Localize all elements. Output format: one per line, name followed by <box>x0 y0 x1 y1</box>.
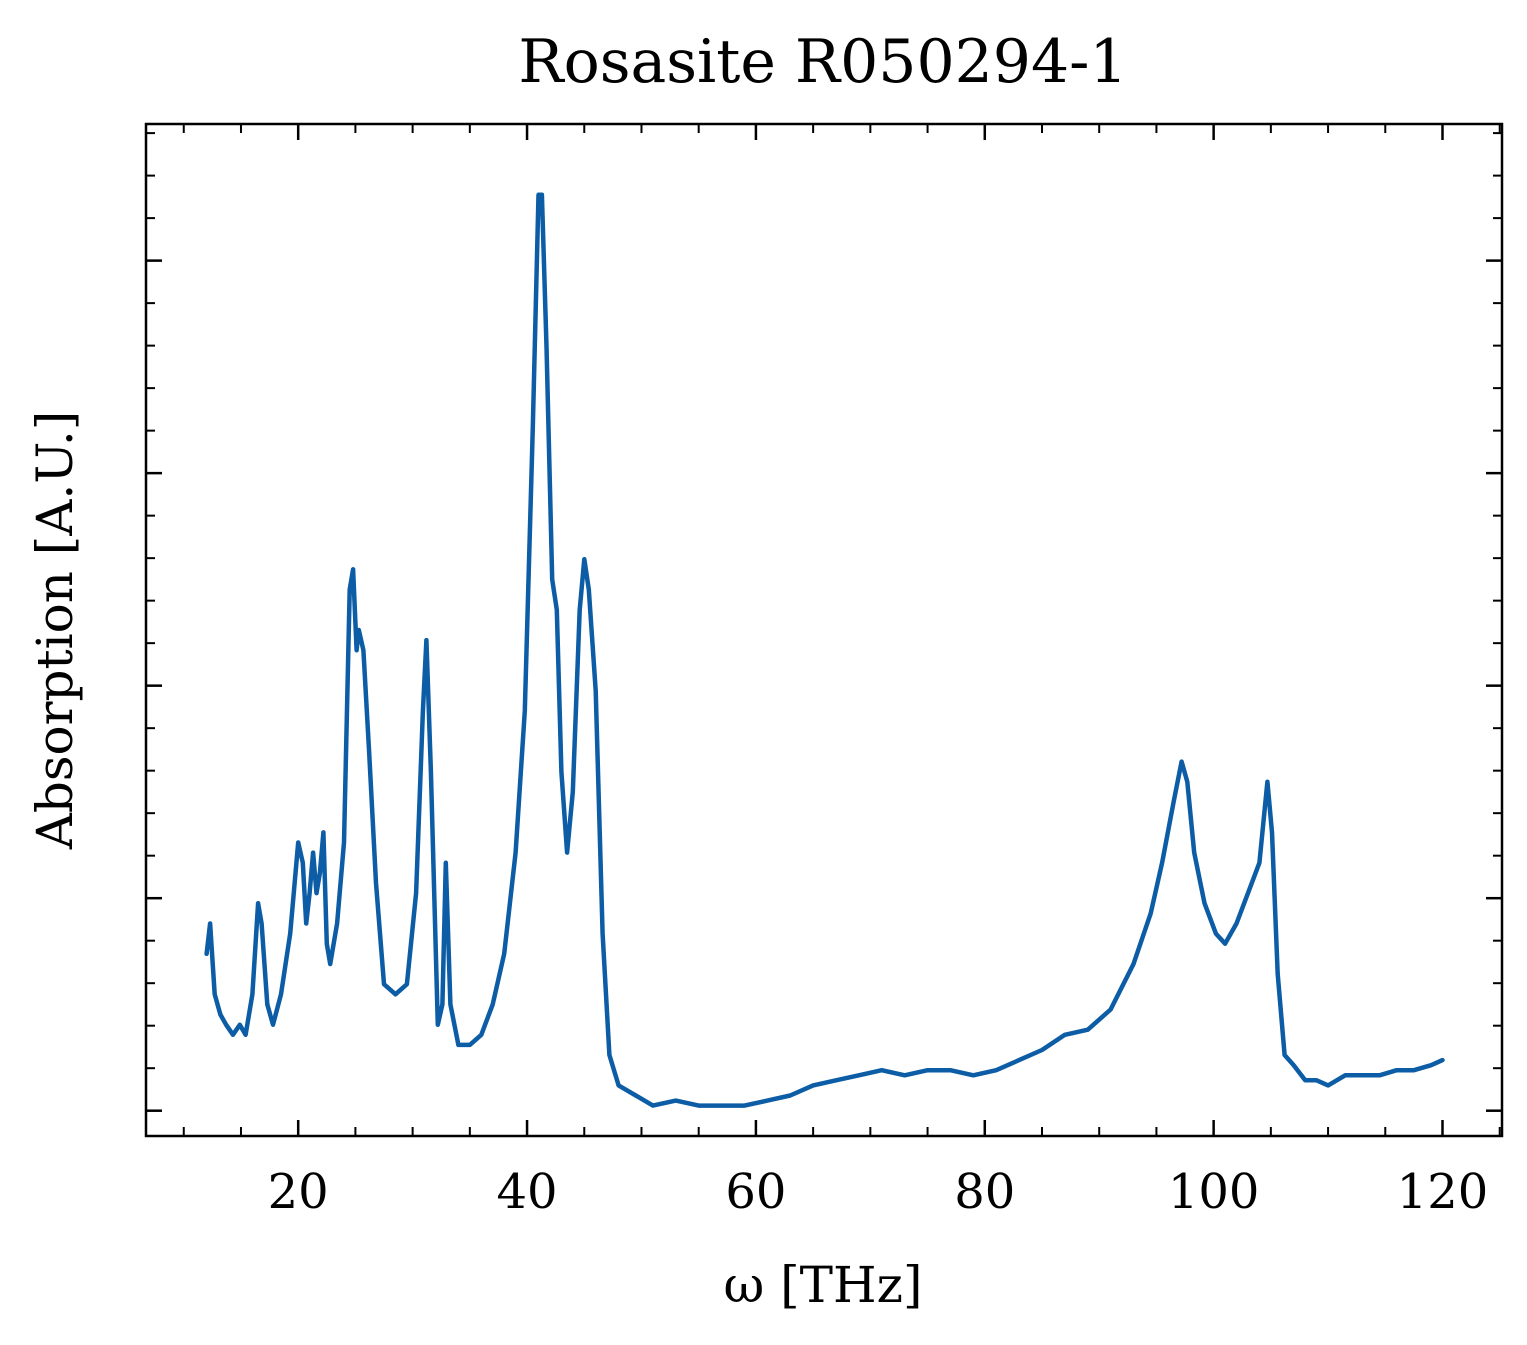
x-tick-label: 60 <box>725 1164 786 1220</box>
x-tick-label: 40 <box>497 1164 558 1220</box>
x-tick-label: 100 <box>1168 1164 1260 1220</box>
y-axis-label: Absorption [A.U.] <box>26 411 84 851</box>
ticks: 20 40 60 80 100 120 <box>146 124 1502 1220</box>
chart-title: Rosasite R050294-1 <box>518 27 1127 97</box>
x-axis-label: ω [THz] <box>724 1256 923 1314</box>
series-line-0 <box>204 192 1445 1108</box>
x-tick-label: 20 <box>268 1164 329 1220</box>
plot-area <box>204 192 1445 1108</box>
axes-frame <box>144 122 1504 1138</box>
x-tick-label: 80 <box>954 1164 1015 1220</box>
x-tick-label: 120 <box>1397 1164 1489 1220</box>
